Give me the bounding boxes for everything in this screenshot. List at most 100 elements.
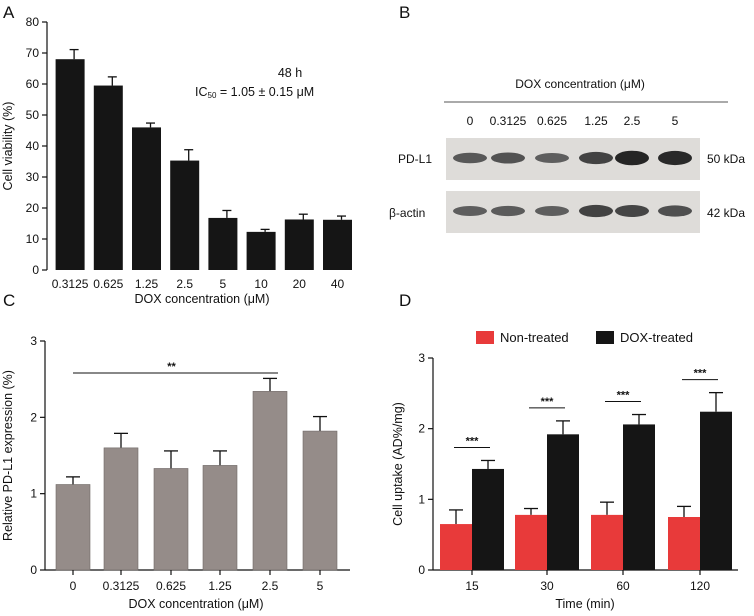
chart-c-y-tick-label: 3 bbox=[30, 334, 37, 348]
blot-band-actin bbox=[658, 205, 692, 217]
chart-c-pdl1-expression: 0 1 2 3 Relative PD-L1 expression (%) DOX con… bbox=[1, 334, 350, 611]
blot-lane-label: 0.3125 bbox=[490, 114, 527, 128]
chart-c-y-tick-label: 0 bbox=[30, 563, 37, 577]
chart-a-y-tick-label: 10 bbox=[26, 232, 40, 246]
blot-pdl1-membrane bbox=[446, 138, 700, 180]
chart-a-x-tick-label: 0.3125 bbox=[52, 277, 89, 291]
chart-d-bar-non-treated bbox=[440, 524, 472, 570]
chart-a-bar bbox=[208, 217, 238, 270]
chart-a-y-axis-label: Cell viability (%) bbox=[1, 102, 15, 191]
western-blot: DOX concentration (μM) PD-L1 β-actin 50 … bbox=[389, 77, 745, 233]
blot-band-actin bbox=[579, 204, 613, 218]
chart-d-y-tick-label: 3 bbox=[418, 351, 425, 365]
chart-c-x-tick-label: 0.3125 bbox=[103, 579, 140, 593]
chart-a-bar bbox=[132, 127, 161, 271]
blot-band-actin bbox=[535, 206, 569, 216]
chart-a-x-tick-label: 10 bbox=[254, 277, 268, 291]
panel-letter-a: A bbox=[3, 3, 15, 22]
chart-a-x-tick-label: 1.25 bbox=[135, 277, 159, 291]
chart-a-bar bbox=[55, 59, 85, 271]
chart-c-x-tick-label: 1.25 bbox=[208, 579, 232, 593]
chart-d-bar-dox-treated bbox=[547, 434, 579, 570]
chart-d-bar-dox-treated bbox=[623, 424, 655, 570]
blot-band-pdl1 bbox=[615, 150, 649, 166]
chart-c-y-axis-label: Relative PD-L1 expression (%) bbox=[1, 370, 15, 541]
chart-a-x-tick-label: 0.625 bbox=[93, 277, 123, 291]
blot-lane-label: 5 bbox=[672, 114, 679, 128]
legend-swatch-non-treated bbox=[476, 331, 494, 344]
blot-lane-label: 0 bbox=[467, 114, 474, 128]
blot-row-label-actin: β-actin bbox=[389, 206, 425, 220]
chart-a-bar bbox=[170, 160, 200, 270]
blot-band-pdl1 bbox=[658, 150, 692, 166]
blot-size-pdl1: 50 kDa bbox=[707, 152, 745, 166]
chart-c-bar bbox=[202, 465, 238, 571]
legend-label-dox-treated: DOX-treated bbox=[620, 330, 693, 345]
blot-band-actin bbox=[615, 205, 649, 217]
blot-band-pdl1 bbox=[453, 152, 487, 164]
panel-letter-b: B bbox=[399, 3, 410, 22]
blot-size-actin: 42 kDa bbox=[707, 206, 745, 220]
blot-lane-label: 0.625 bbox=[537, 114, 567, 128]
chart-c-x-tick-label: 0 bbox=[70, 579, 77, 593]
chart-d-y-tick-label: 0 bbox=[418, 563, 425, 577]
chart-d-significance-label: *** bbox=[694, 368, 708, 380]
chart-a-y-tick-label: 20 bbox=[26, 201, 40, 215]
chart-d-x-tick-label: 120 bbox=[690, 579, 710, 593]
chart-a-bar bbox=[323, 219, 352, 270]
panel-letter-d: D bbox=[399, 291, 411, 310]
chart-d-significance-label: *** bbox=[541, 396, 555, 408]
chart-d-bar-non-treated bbox=[591, 514, 623, 570]
chart-d-y-axis-label: Cell uptake (AD%/mg) bbox=[391, 402, 405, 526]
blot-band-pdl1 bbox=[535, 153, 569, 163]
chart-c-bar bbox=[103, 447, 139, 571]
legend-label-non-treated: Non-treated bbox=[500, 330, 569, 345]
chart-d-x-axis-label: Time (min) bbox=[555, 597, 614, 611]
chart-c-x-tick-label: 5 bbox=[317, 579, 324, 593]
chart-a-y-tick-label: 0 bbox=[32, 263, 39, 277]
chart-a-y-tick-label: 70 bbox=[26, 46, 40, 60]
chart-a-y-tick-label: 80 bbox=[26, 15, 40, 29]
chart-d-significance-label: *** bbox=[617, 390, 631, 402]
blot-band-pdl1 bbox=[579, 151, 613, 165]
ic50-value: = 1.05 ± 0.15 μM bbox=[216, 85, 314, 99]
chart-a-y-tick-label: 30 bbox=[26, 170, 40, 184]
chart-a-y-tick-label: 50 bbox=[26, 108, 40, 122]
chart-d-bar-dox-treated bbox=[472, 468, 504, 570]
chart-a-x-tick-label: 40 bbox=[331, 277, 345, 291]
chart-d-bar-non-treated bbox=[515, 514, 547, 570]
chart-c-bar bbox=[302, 430, 338, 571]
chart-d-y-tick-label: 1 bbox=[418, 492, 425, 506]
chart-a-y-tick-label: 60 bbox=[26, 77, 40, 91]
chart-a-x-axis-label: DOX concentration (μM) bbox=[134, 292, 269, 306]
blot-lane-label: 1.25 bbox=[584, 114, 608, 128]
chart-a-x-tick-label: 5 bbox=[220, 277, 227, 291]
ic50-subscript: 50 bbox=[208, 91, 217, 100]
chart-a-bar bbox=[93, 85, 123, 270]
blot-lane-label: 2.5 bbox=[624, 114, 641, 128]
chart-c-y-tick-label: 2 bbox=[30, 410, 37, 424]
chart-a-x-tick-label: 2.5 bbox=[176, 277, 193, 291]
blot-band-pdl1 bbox=[491, 152, 525, 164]
chart-d-x-tick-label: 60 bbox=[616, 579, 630, 593]
blot-band-actin bbox=[453, 206, 487, 216]
chart-a-y-tick-label: 40 bbox=[26, 139, 40, 153]
chart-a-annotation-ic50: IC50 = 1.05 ± 0.15 μM bbox=[195, 85, 314, 100]
chart-c-x-tick-label: 0.625 bbox=[156, 579, 186, 593]
chart-a-cell-viability: 48 h IC50 = 1.05 ± 0.15 μM 0102030405060… bbox=[1, 15, 352, 306]
chart-c-y-tick-label: 1 bbox=[30, 487, 37, 501]
chart-d-cell-uptake: Non-treated DOX-treated 0 1 2 3 Cell uptake … bbox=[391, 330, 738, 611]
chart-a-annotation-time: 48 h bbox=[278, 66, 302, 80]
ic50-prefix: IC bbox=[195, 85, 208, 99]
chart-a-x-tick-label: 20 bbox=[293, 277, 307, 291]
chart-a-bar bbox=[246, 231, 276, 270]
chart-a-bar bbox=[284, 219, 314, 270]
legend-swatch-dox-treated bbox=[596, 331, 614, 344]
chart-d-y-tick-label: 2 bbox=[418, 422, 425, 436]
chart-c-significance-label: ** bbox=[167, 361, 176, 373]
panel-letter-c: C bbox=[3, 291, 15, 310]
chart-d-x-tick-label: 30 bbox=[540, 579, 554, 593]
blot-row-label-pdl1: PD-L1 bbox=[398, 152, 432, 166]
chart-d-significance-label: *** bbox=[466, 435, 480, 447]
